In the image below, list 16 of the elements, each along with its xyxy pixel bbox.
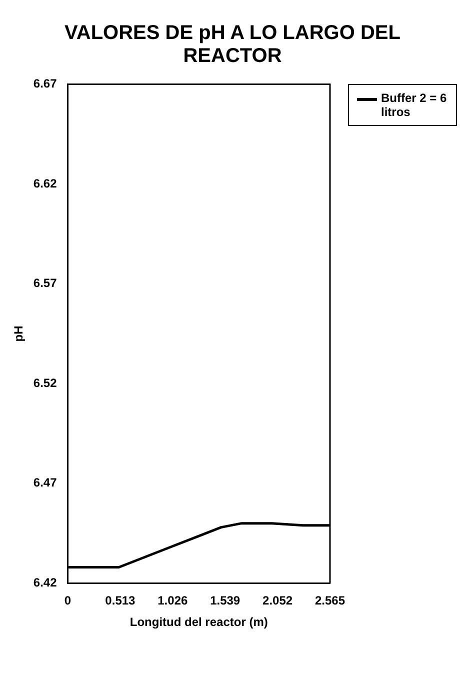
x-tick-label: 0 [64, 594, 72, 608]
y-tick-label: 6.62 [33, 176, 58, 190]
x-tick-label: 2.565 [314, 594, 346, 608]
x-axis-title: Longitud del reactor (m) [130, 615, 268, 630]
x-tick-label: 2.052 [262, 594, 293, 608]
x-tick-label: 1.026 [158, 594, 188, 608]
y-tick-label: 6.52 [33, 376, 58, 390]
y-tick-label: 6.67 [33, 76, 58, 91]
chart-title: VALORES DE pH A LO LARGO DEL REACTOR [64, 21, 402, 69]
x-tick-label: 0.513 [105, 594, 136, 608]
y-tick-label: 6.57 [33, 276, 58, 290]
x-tick-label: 1.539 [210, 594, 240, 608]
y-tick-label: 6.47 [33, 476, 58, 490]
legend-label: Buffer 2 = 6 litros [381, 91, 448, 119]
y-axis-title: pH [12, 326, 26, 342]
y-tick-label: 6.42 [33, 576, 58, 590]
